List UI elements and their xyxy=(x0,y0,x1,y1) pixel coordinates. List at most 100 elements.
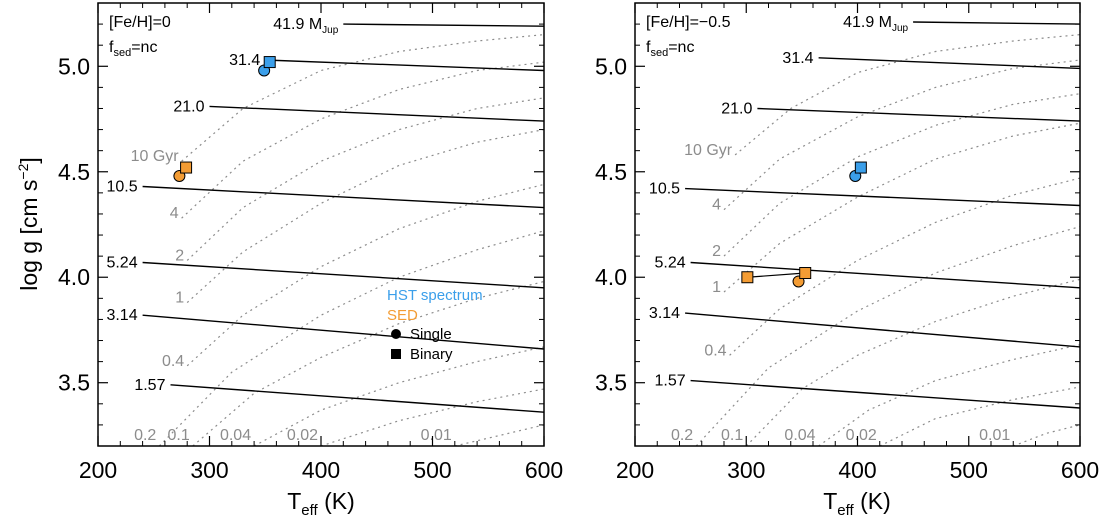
plot-frame xyxy=(634,2,1081,447)
mass-track-label: 10.5 xyxy=(649,181,680,198)
legend-label-sed: SED xyxy=(387,307,418,324)
isochrone-line xyxy=(1013,424,1080,446)
y-tick-label: 4.0 xyxy=(58,264,90,290)
right-panel: 10 Gyr 4 2 1 0.4 0.2 0.1 0.04 0.02 0.01 41.9 MJup 3… xyxy=(595,2,1099,483)
y-axis-title: log g [cm s−2] xyxy=(15,157,42,291)
legend: HST spectrum SED Single Binary xyxy=(387,287,483,363)
x-tick-label: 300 xyxy=(190,457,228,483)
isochrone-label: 0.1 xyxy=(721,427,743,444)
isochrone-line xyxy=(192,280,544,446)
isochrone-label: 2 xyxy=(175,247,184,264)
mass-track-line xyxy=(142,185,545,209)
mass-track-line xyxy=(685,312,1081,348)
mass-track-label: 3.14 xyxy=(649,305,680,322)
mass-track-label: 31.4 xyxy=(782,50,813,67)
mass-track-line xyxy=(818,57,1081,70)
mass-track-line xyxy=(685,187,1081,207)
isochrone-label: 0.2 xyxy=(134,427,156,444)
mass-track-label: 3.14 xyxy=(106,307,137,324)
isochrone-label: 10 Gyr xyxy=(131,148,180,165)
y-tick-label: 3.5 xyxy=(58,370,90,396)
isochrone-label: 0.02 xyxy=(287,427,318,444)
isochrone-label: 0.4 xyxy=(704,342,726,359)
isochrone-line xyxy=(186,129,544,304)
mass-track-label: 5.24 xyxy=(106,254,137,271)
isochrone-line xyxy=(186,183,544,367)
data-point-binary xyxy=(263,56,276,69)
y-tick-label: 4.0 xyxy=(595,264,627,290)
isochrone-label: 0.1 xyxy=(168,427,190,444)
mass-track-line xyxy=(690,379,1081,409)
x-tick-label: 500 xyxy=(413,457,451,483)
y-tick-label: 4.5 xyxy=(595,159,627,185)
metallicity-annotation: [Fe/H]=−0.5 xyxy=(646,14,731,31)
x-axis-title-left: Teff (K) xyxy=(287,488,355,519)
isochrone-line xyxy=(723,122,1080,293)
point-connector-line xyxy=(747,272,806,278)
isochrone-line xyxy=(723,93,1080,257)
isochrone-label: 0.04 xyxy=(220,427,251,444)
isochrone-label: 0.4 xyxy=(162,353,184,370)
x-tick-label: 300 xyxy=(727,457,765,483)
mass-track-line xyxy=(142,314,545,350)
x-tick-label: 200 xyxy=(616,457,654,483)
isochrone-line xyxy=(158,230,544,446)
mass-track-label: 41.9 MJup xyxy=(273,16,338,36)
mass-track-line xyxy=(170,384,545,413)
mass-track-label: 1.57 xyxy=(134,377,165,394)
isochrone-label: 1 xyxy=(712,279,721,296)
fsed-annotation: fsed=nc xyxy=(646,39,694,59)
isochrone-line xyxy=(879,386,1080,446)
mass-track-line xyxy=(142,261,545,289)
mass-track-line xyxy=(757,107,1081,122)
legend-single-marker-icon xyxy=(391,329,401,339)
legend-label-hst: HST spectrum xyxy=(387,287,483,304)
isochrone-label: 10 Gyr xyxy=(684,142,733,159)
data-point-binary xyxy=(799,267,812,280)
isochrone-label: 0.01 xyxy=(421,427,452,444)
isochrone-line xyxy=(734,34,1080,156)
y-tick-label: 4.5 xyxy=(58,159,90,185)
mass-track-label: 21.0 xyxy=(173,98,204,115)
mass-track-label: 5.24 xyxy=(654,254,685,271)
x-tick-label: 600 xyxy=(1061,457,1099,483)
plot-frame xyxy=(97,2,545,447)
isochrone-label: 2 xyxy=(712,243,721,260)
y-tick-label: 5.0 xyxy=(595,53,627,79)
mass-track-label: 21.0 xyxy=(721,100,752,117)
data-point-binary xyxy=(741,271,754,284)
data-point-binary xyxy=(180,161,193,174)
isochrone-line xyxy=(695,226,1080,446)
mass-track-line xyxy=(913,21,1081,25)
legend-label-binary: Binary xyxy=(410,346,453,363)
x-tick-label: 200 xyxy=(79,457,117,483)
legend-binary-marker-icon xyxy=(391,349,401,359)
metallicity-annotation: [Fe/H]=0 xyxy=(109,14,171,31)
isochrone-label: 4 xyxy=(170,205,179,222)
mass-track-label: 41.9 MJup xyxy=(843,14,908,34)
mass-track-label: 31.4 xyxy=(229,52,260,69)
isochrone-label: 0.04 xyxy=(784,427,815,444)
x-axis-title-right: Teff (K) xyxy=(823,488,891,519)
isochrone-line xyxy=(723,59,1080,211)
x-tick-label: 400 xyxy=(302,457,340,483)
isochrone-label: 0.01 xyxy=(979,427,1010,444)
isochrone-label: 0.2 xyxy=(671,427,693,444)
isochrone-label: 1 xyxy=(175,290,184,307)
isochrone-line xyxy=(745,278,1080,446)
x-tick-label: 400 xyxy=(838,457,876,483)
left-panel: 10 Gyr 4 2 1 0.4 0.2 0.1 0.04 0.02 0.01 41.9 MJup 3… xyxy=(58,2,563,483)
mass-track-label: 10.5 xyxy=(106,179,137,196)
isochrone-line xyxy=(729,177,1080,356)
mass-track-line xyxy=(209,105,545,122)
x-tick-label: 500 xyxy=(950,457,988,483)
mass-track-line xyxy=(690,261,1081,289)
x-tick-label: 600 xyxy=(525,457,563,483)
isochrone-label: 0.02 xyxy=(846,427,877,444)
mass-track-line xyxy=(343,23,545,27)
isochrone-label: 4 xyxy=(712,197,721,214)
isochrone-line xyxy=(181,34,544,162)
mass-track-label: 1.57 xyxy=(654,373,685,390)
fsed-annotation: fsed=nc xyxy=(109,39,157,59)
